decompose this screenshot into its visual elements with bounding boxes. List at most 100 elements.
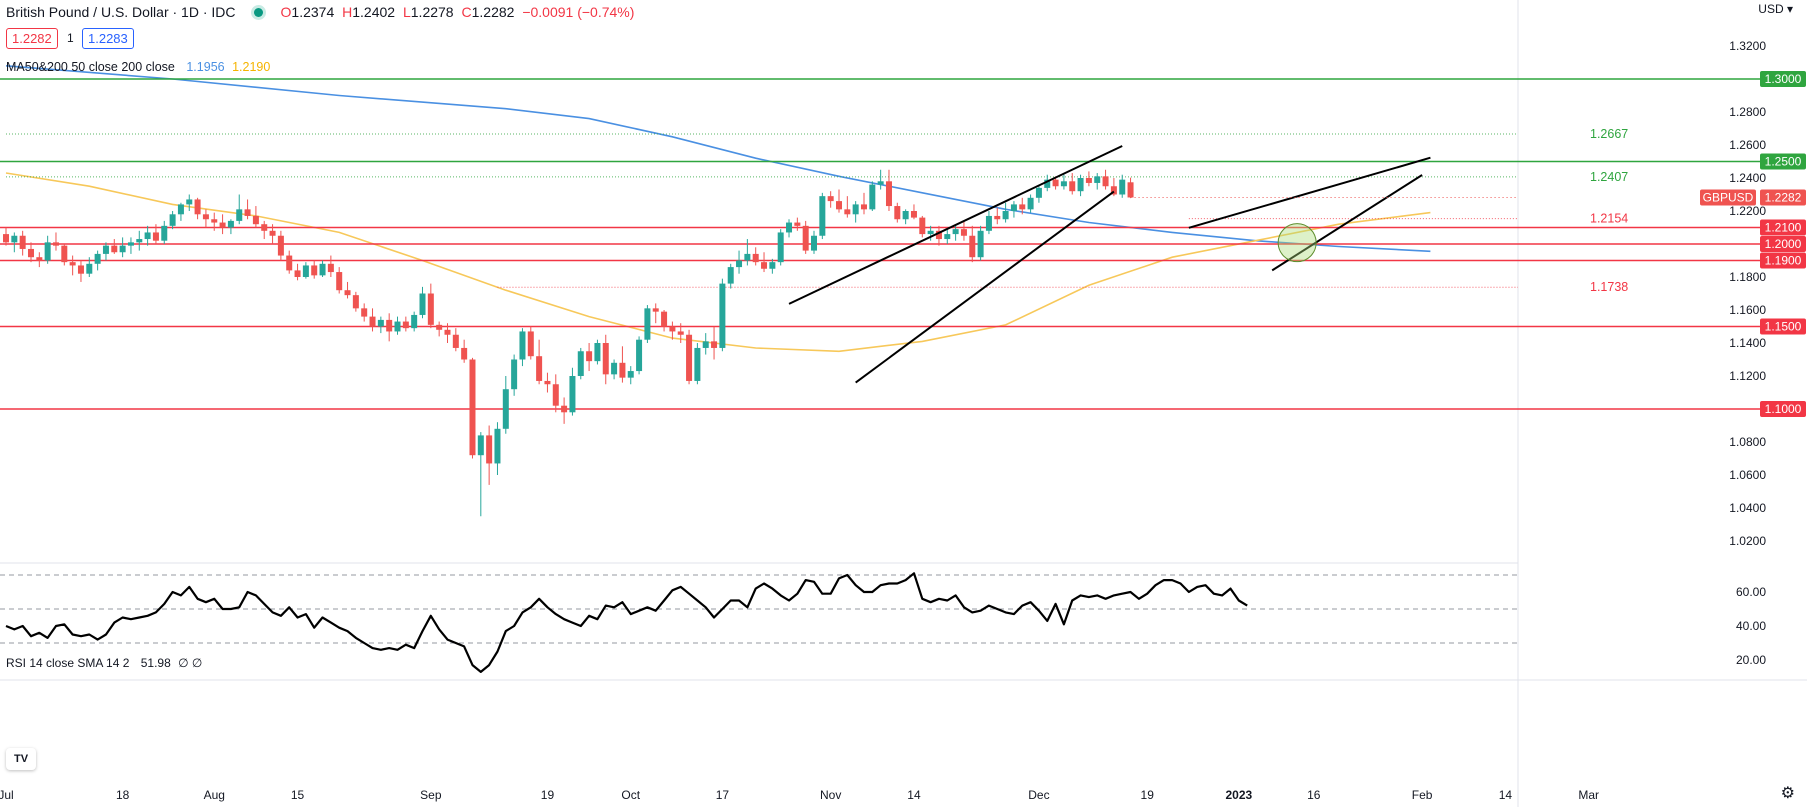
buy-price-button[interactable]: 1.2283 [82,28,134,49]
candle-body [61,245,68,263]
candle-body [802,225,809,251]
candle [94,250,101,271]
candle-body [869,184,876,210]
candle [811,230,818,254]
candle-body [602,343,609,375]
tradingview-logo-icon[interactable]: TV [6,748,36,770]
time-tick-label: Feb [1412,788,1433,802]
candle-body [1052,179,1059,187]
price-tick-label: 1.1400 [1729,336,1766,350]
candle-body [1019,204,1026,210]
market-status-icon [253,7,263,17]
candle [186,194,193,211]
currency-selector[interactable]: USD ▾ [1758,2,1793,16]
candle-body [294,270,301,277]
candle [636,336,643,375]
candle [702,333,709,355]
ma-legend-label: MA50&200 50 close 200 close [6,60,175,74]
candle-body [552,384,559,406]
candle [994,207,1001,225]
ma50-value: 1.2190 [232,60,271,74]
candle-body [994,215,1001,220]
candle [794,217,801,231]
sell-price-button[interactable]: 1.2282 [6,28,58,49]
candle [227,219,234,235]
candle-body [1010,204,1017,211]
gear-icon[interactable]: ⚙ [1780,785,1795,802]
candle [619,346,626,383]
rsi-legend[interactable]: RSI 14 close SMA 14 2 51.98 ∅ ∅ [6,656,202,670]
candle-body [677,331,684,335]
candle [919,215,926,238]
time-tick-label: 14 [1499,788,1513,802]
fib-level-label: 1.2407 [1590,170,1628,184]
candle-body [69,262,76,266]
candle-body [586,351,593,362]
level-label-bg [1760,219,1806,236]
candle [652,303,659,324]
candle-body [111,245,118,253]
candle-body [769,262,776,269]
level-label: 1.2500 [1765,155,1802,169]
candle-body [36,257,43,261]
candle [1110,178,1117,197]
time-tick-label: Dec [1028,788,1049,802]
candle [819,192,826,240]
highlight-circle [1277,223,1317,263]
candle-body [444,329,451,335]
candle-body [386,319,393,332]
candle [444,323,451,343]
candle [1102,169,1109,190]
price-tick-label: 1.0400 [1729,501,1766,515]
candle-body [794,222,801,226]
candle-body [477,435,484,456]
fib-level-label: 1.2667 [1590,127,1628,141]
candle [711,326,718,360]
rsi-legend-label: RSI 14 close SMA 14 2 [6,656,130,670]
candle [1069,173,1076,195]
candle-body [811,235,818,251]
candle [52,232,59,251]
ma-legend[interactable]: MA50&200 50 close 200 close 1.1956 1.219… [6,60,270,74]
price-tick-label: 1.2200 [1729,204,1766,218]
candle [1044,174,1051,192]
candle [927,225,934,241]
time-tick-label: Sep [420,788,442,802]
candle-body [169,214,176,226]
time-tick-label: Jul [0,788,14,802]
change-value: −0.0091 (−0.74%) [522,4,635,20]
candle [161,220,168,244]
candle [502,376,509,434]
candle-body [661,311,668,327]
candle-body [261,224,268,231]
candle-body [227,220,234,228]
level-label: 1.2000 [1765,237,1802,251]
candle-body [969,235,976,258]
price-tick-label: 1.2800 [1729,105,1766,119]
candle [869,181,876,211]
candle [486,425,493,485]
candle-body [694,347,701,381]
candle [427,283,434,329]
candle [319,260,326,277]
candle [77,260,84,282]
symbol-title[interactable]: British Pound / U.S. Dollar · 1D · IDC [6,4,236,20]
candle [386,313,393,342]
candle-body [86,263,93,274]
candle [694,343,701,385]
candle-body [427,293,434,325]
candle [836,189,842,213]
candle-body [152,232,159,241]
rsi-line [5,572,1248,673]
price-tick-label: 1.3200 [1729,39,1766,53]
candle-body [377,319,384,327]
candle [69,255,76,276]
candle-body [569,376,576,413]
candle [727,263,734,289]
candle-body [736,260,743,268]
candle-body [1119,179,1126,195]
candle-body [686,334,693,381]
candle [377,316,384,334]
